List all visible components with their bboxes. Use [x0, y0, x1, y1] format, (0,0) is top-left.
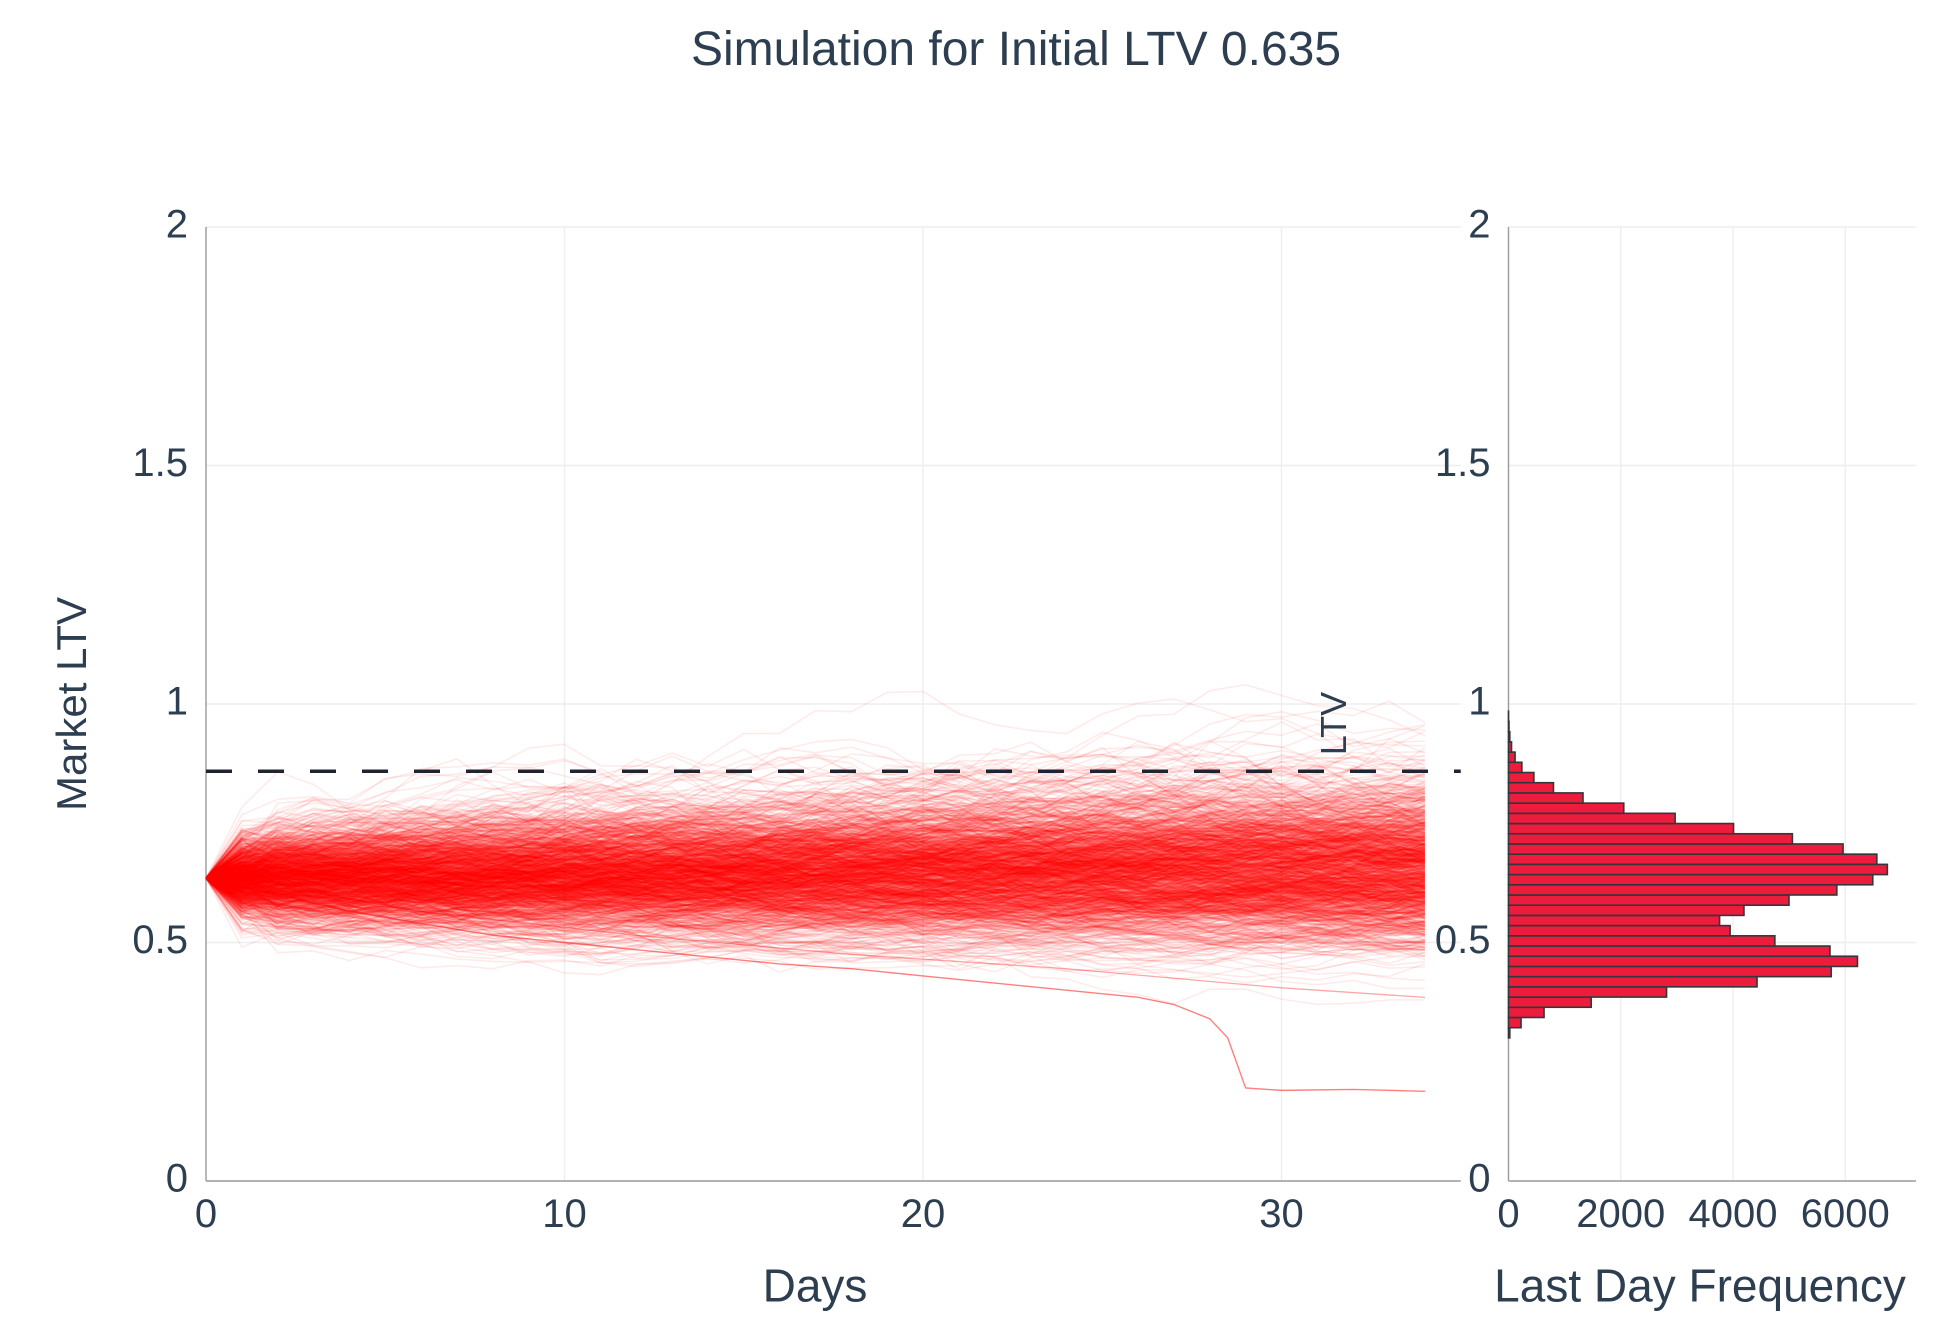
svg-text:Last Day Frequency: Last Day Frequency — [1494, 1260, 1906, 1312]
svg-text:0: 0 — [1497, 1192, 1519, 1236]
svg-text:1: 1 — [1468, 680, 1490, 724]
svg-text:1: 1 — [166, 680, 188, 724]
svg-text:4000: 4000 — [1689, 1192, 1778, 1236]
svg-text:1.5: 1.5 — [1435, 441, 1491, 485]
svg-text:2: 2 — [1468, 203, 1490, 247]
svg-text:0: 0 — [1468, 1157, 1490, 1201]
svg-text:0.5: 0.5 — [132, 918, 188, 962]
svg-text:LTV: LTV — [1313, 692, 1354, 755]
svg-text:1.5: 1.5 — [132, 441, 188, 485]
svg-text:20: 20 — [901, 1192, 946, 1236]
svg-text:0: 0 — [195, 1192, 217, 1236]
svg-text:30: 30 — [1259, 1192, 1304, 1236]
svg-text:0.5: 0.5 — [1435, 918, 1491, 962]
svg-text:6000: 6000 — [1801, 1192, 1890, 1236]
svg-text:2: 2 — [166, 203, 188, 247]
svg-text:Days: Days — [763, 1260, 868, 1312]
svg-text:0: 0 — [166, 1157, 188, 1201]
svg-text:Market LTV: Market LTV — [48, 597, 95, 811]
svg-text:2000: 2000 — [1576, 1192, 1665, 1236]
svg-text:10: 10 — [542, 1192, 587, 1236]
